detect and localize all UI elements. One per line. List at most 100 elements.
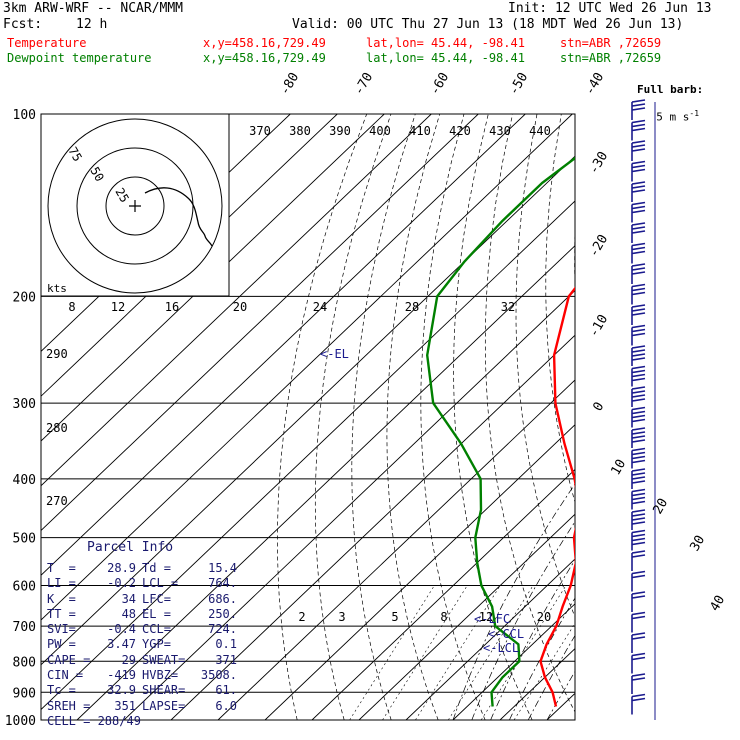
parcel-level-marker: <-LFC — [474, 612, 510, 626]
pressure-tick-label: 400 — [13, 473, 36, 488]
theta-label: 430 — [489, 124, 511, 138]
dry-adiabat-line — [420, 114, 486, 720]
parcel-info-cell: LFC= — [142, 591, 171, 606]
parcel-info-cell: SREH = — [47, 698, 91, 713]
parcel-info-cell: 764. — [208, 576, 237, 591]
parcel-info-cell: 724. — [208, 622, 237, 637]
parcel-level-marker: <-CCL — [488, 627, 524, 641]
wind-barb — [631, 386, 646, 407]
legend-temperature-latlon: lat,lon= 45.44, -98.41 — [366, 36, 525, 50]
parcel-info-cell: EL = — [142, 606, 171, 621]
isotherm-line — [217, 379, 575, 720]
wind-barb — [631, 447, 646, 469]
parcel-info-row: T = 28.9 Td = 15.4 — [47, 561, 237, 576]
parcel-info-row: CAPE = 29 SWEAT= 371 — [47, 653, 237, 668]
dry-adiabat-line — [314, 114, 392, 720]
wind-barb — [631, 140, 646, 161]
wind-barb — [631, 181, 646, 202]
parcel-info-row: K = 34 LFC= 686. — [47, 592, 237, 607]
parcel-info-cell: LI = — [47, 576, 76, 591]
parcel-info-cell: 15.4 — [208, 561, 237, 575]
parcel-info-cell: 29 — [121, 652, 137, 667]
dry-adiabat-label: 290 — [46, 347, 68, 361]
mixing-ratio-label: 3 — [338, 610, 345, 624]
parcel-info-cell: CAPE = — [47, 652, 91, 667]
wind-barb — [631, 304, 646, 325]
parcel-info-cell: 686. — [208, 591, 237, 606]
parcel-info-cell: HVBZ= — [142, 668, 179, 683]
parcel-info-cell: SVI= — [47, 622, 76, 637]
full-barb-label: Full barb: — [637, 83, 704, 96]
hodograph-ring — [105, 176, 165, 236]
wind-barb — [631, 591, 646, 612]
barb-unit-exponent: -1 — [689, 109, 700, 118]
parcel-info-cell: 61. — [215, 683, 237, 698]
pressure-tick-label: 200 — [13, 290, 36, 305]
legend-temperature-xy: x,y=458.16,729.49 — [203, 36, 326, 50]
isotherm-label: 30 — [687, 533, 708, 554]
pressure-tick-label: 100 — [13, 108, 36, 123]
parcel-info-row: TT = 48 EL = 250. — [47, 607, 237, 622]
isotherm-label: 20 — [650, 496, 671, 517]
isotherm-line — [41, 114, 432, 487]
wind-barb — [631, 324, 646, 346]
valid-time: Valid: 00 UTC Thu 27 Jun 13 (18 MDT Wed … — [292, 17, 684, 32]
theta-label: 420 — [449, 124, 471, 138]
parcel-info-cell: Td = — [142, 561, 171, 575]
dry-adiabat-line — [351, 114, 416, 720]
mixing-ratio-label: 20 — [233, 300, 247, 314]
hodograph-center-icon — [129, 200, 141, 212]
hodograph-ring — [47, 118, 223, 294]
isotherm-line — [41, 114, 338, 397]
isotherm-line — [311, 468, 575, 720]
parcel-level-marker: <-LCL — [483, 641, 519, 655]
isotherm-line — [264, 424, 575, 720]
mixing-ratio-line — [513, 622, 575, 720]
pressure-tick-label: 800 — [13, 655, 36, 670]
parcel-info-cell: 0.1 — [215, 637, 237, 652]
isotherm-label: -20 — [586, 232, 611, 260]
parcel-info-title: Parcel Info — [87, 540, 174, 555]
parcel-info-cell: CCL= — [142, 622, 171, 637]
wind-barb — [631, 99, 646, 120]
isotherm-line — [594, 114, 740, 720]
wind-barb — [631, 242, 646, 264]
theta-label: 380 — [289, 124, 311, 138]
parcel-info-cell: 250. — [208, 606, 237, 621]
parcel-info-cell: 48 — [121, 606, 137, 621]
theta-label: 400 — [369, 124, 391, 138]
parcel-info-cell: TT = — [47, 606, 76, 621]
isotherm-line — [41, 155, 575, 666]
pressure-tick-label: 900 — [13, 686, 36, 701]
dry-adiabat-line — [277, 114, 368, 720]
dry-adiabat-line — [603, 114, 740, 720]
wind-barb — [631, 222, 646, 243]
dry-adiabat-line — [682, 114, 740, 720]
isotherm-label: -10 — [586, 312, 611, 340]
mixing-ratio-line — [480, 585, 567, 720]
parcel-info-row: CELL = 288/49 — [47, 714, 237, 729]
parcel-info-cell: CELL = 288/49 — [47, 713, 141, 728]
isotherm-line — [41, 114, 526, 576]
isotherm-label: -40 — [582, 70, 607, 98]
legend-temperature-stn: stn=ABR ,72659 — [560, 36, 662, 50]
moist-adiabat-line — [509, 597, 575, 720]
isotherm-line — [170, 334, 575, 720]
legend-temperature-label: Temperature — [7, 36, 87, 50]
parcel-info-cell: YGP= — [142, 637, 171, 652]
isotherm-label: -50 — [506, 70, 531, 98]
dry-adiabat-line — [732, 114, 740, 720]
parcel-info-cell: CIN = — [47, 668, 84, 683]
mixing-ratio-label: 32 — [501, 300, 515, 314]
wind-barb — [631, 160, 646, 182]
mixing-ratio-line — [382, 585, 468, 720]
isotherm-line — [546, 692, 575, 720]
mixing-ratio-label: 28 — [405, 300, 419, 314]
wind-barb — [631, 570, 646, 592]
mixing-ratio-label: 8 — [440, 610, 447, 624]
parcel-info-cell: 6.0 — [215, 698, 237, 713]
hodograph-units-label: kts — [47, 282, 67, 295]
wind-barb — [631, 550, 646, 571]
wind-barb — [631, 509, 646, 530]
